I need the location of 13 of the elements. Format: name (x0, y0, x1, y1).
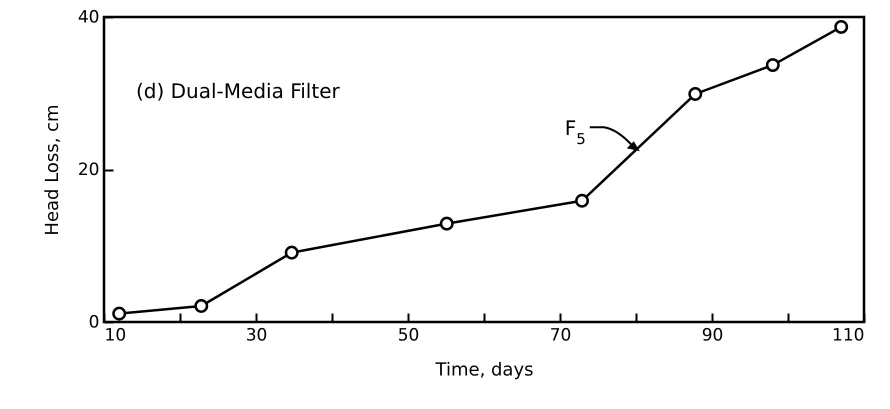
y-axis-title: Head Loss, cm (42, 104, 63, 236)
x-tick-label: 90 (702, 326, 724, 346)
y-tick-label: 40 (78, 8, 100, 28)
text: (d) Dual-Media Filter (136, 79, 340, 103)
y-tick-label: 0 (88, 312, 100, 332)
annotation: F$_{5}$ (564, 116, 586, 148)
x-axis-title: Time, days (434, 360, 534, 380)
x-tick-label: 110 (832, 326, 864, 346)
y-tick-label: 20 (78, 160, 100, 180)
x-tick-label: 50 (398, 326, 420, 346)
x-tick-label: 70 (550, 326, 572, 346)
x-tick-label: 10 (104, 326, 126, 346)
x-tick-label: 30 (246, 326, 268, 346)
